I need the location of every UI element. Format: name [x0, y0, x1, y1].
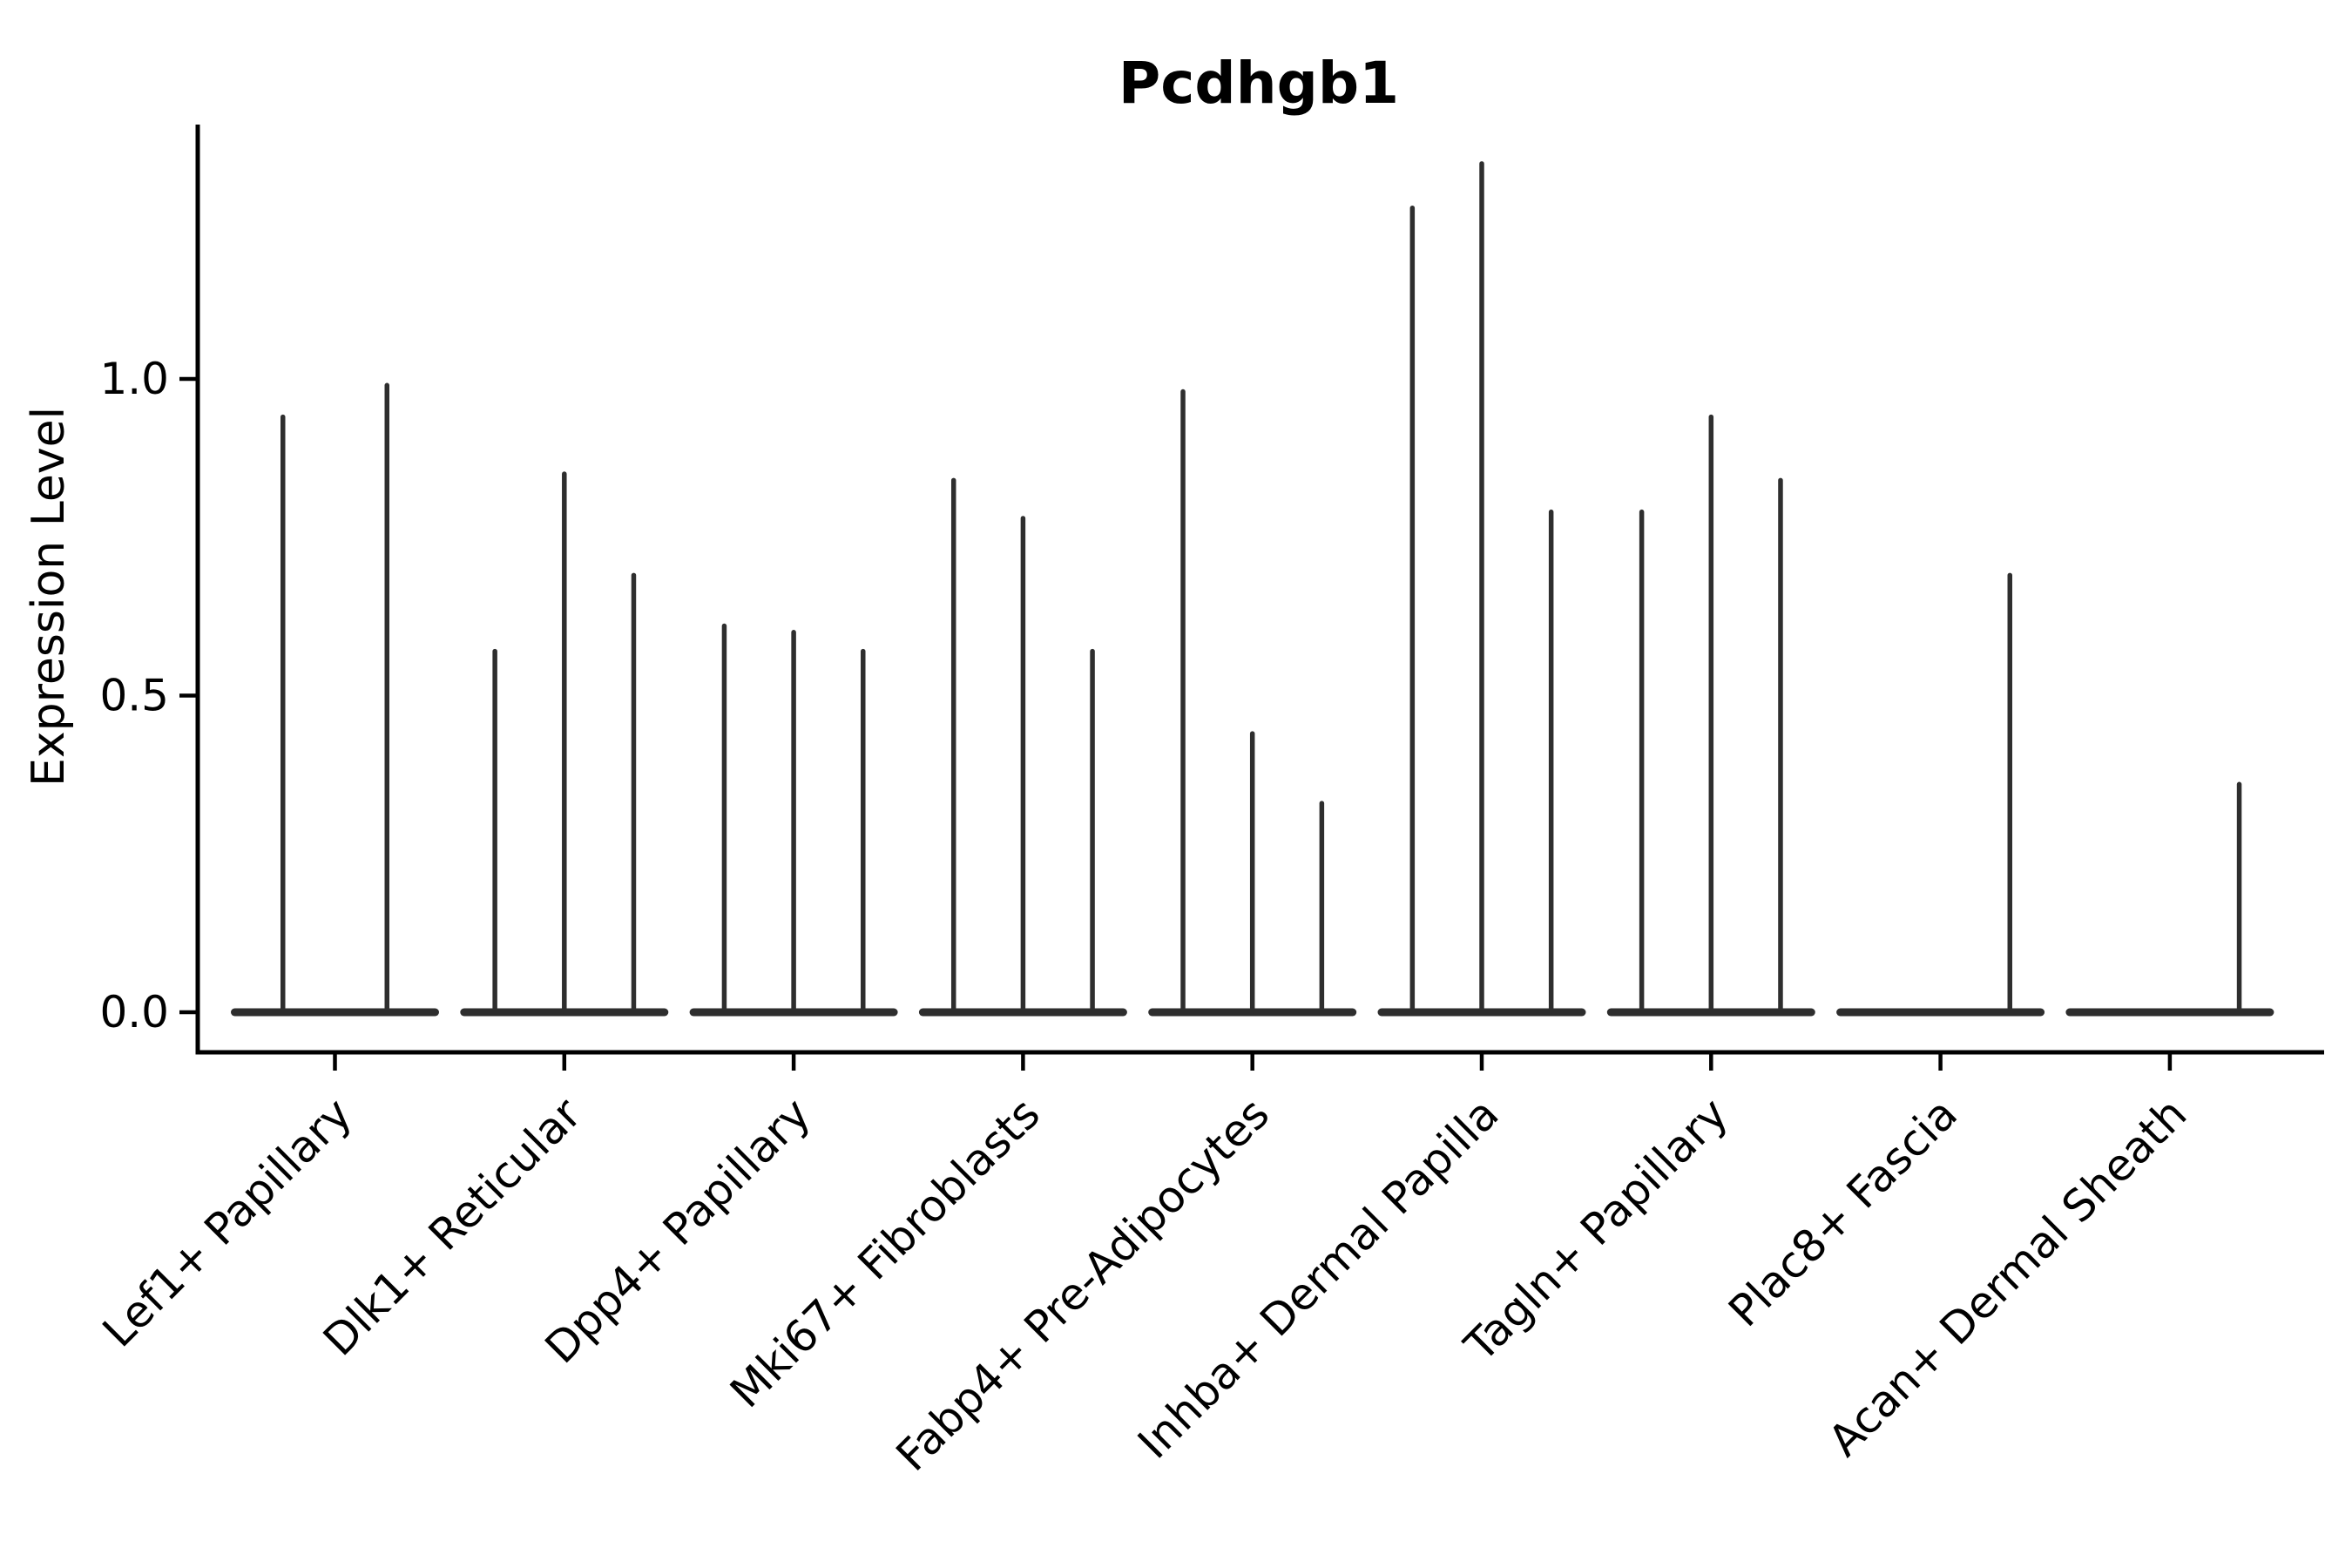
violin-category	[689, 623, 898, 1017]
violin-category	[918, 477, 1127, 1017]
x-tick-label: Lef1+ Papillary	[93, 1088, 362, 1356]
violin-base	[231, 1008, 439, 1017]
chart-title: Pcdhgb1	[1119, 50, 1399, 117]
violin-base	[2065, 1008, 2274, 1017]
y-tick-label: 0.5	[99, 671, 169, 721]
violin-layer	[231, 161, 2274, 1017]
violin-category	[231, 382, 439, 1017]
violin-category	[1606, 414, 1815, 1017]
y-axis-label: Expression Level	[23, 407, 75, 787]
violin-base	[1836, 1008, 2045, 1017]
x-tick-label: Plac8+ Fascia	[1719, 1088, 1967, 1336]
violin-category	[460, 471, 669, 1017]
violin-category	[2065, 781, 2274, 1017]
y-tick-label: 0.0	[99, 987, 169, 1037]
violin-category	[1377, 161, 1586, 1017]
x-tick-label: Fabp4+ Pre-Adipocytes	[887, 1088, 1280, 1481]
violin-category	[1148, 389, 1357, 1017]
violin-category	[1836, 572, 2045, 1017]
y-tick-label: 1.0	[99, 354, 169, 404]
